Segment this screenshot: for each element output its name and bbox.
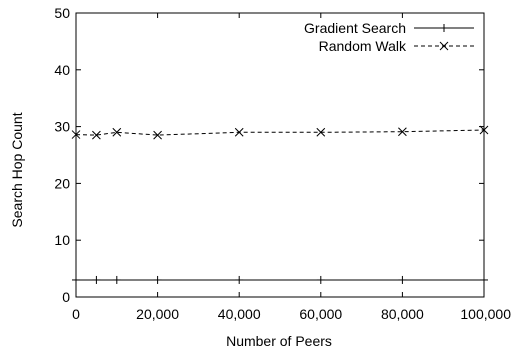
data-point [112, 275, 121, 284]
x-tick-label: 40,000 [218, 306, 261, 322]
data-point [112, 127, 122, 137]
data-point [153, 130, 162, 140]
data-point-d2 [479, 125, 489, 135]
x-tick-label: 20,000 [136, 306, 179, 322]
data-point [72, 275, 80, 284]
series-random-walk [71, 125, 489, 140]
data-point [234, 127, 244, 137]
plot-frame [75, 12, 485, 298]
y-axis-label: Search Hop Count [9, 112, 25, 227]
data-point-d2 [153, 130, 162, 140]
data-point [398, 275, 407, 284]
data-point [316, 127, 326, 137]
legend-marker [440, 24, 448, 32]
data-point-d2 [234, 127, 244, 137]
series-layer [71, 125, 489, 284]
data-point [92, 275, 101, 284]
series-gradient-search [72, 275, 488, 284]
y-tick-label: 10 [54, 232, 70, 248]
data-point-d2 [316, 127, 326, 137]
data-point-d2 [71, 130, 81, 139]
data-point-d2 [92, 130, 101, 140]
data-point [92, 130, 101, 140]
x-tick-label: 60,000 [299, 306, 342, 322]
legend-marker [439, 41, 449, 51]
x-tick-label: 0 [72, 306, 80, 322]
y-tick-label: 20 [54, 175, 70, 191]
legend-marker-d2 [439, 41, 449, 51]
data-point [398, 127, 407, 137]
data-point [316, 275, 325, 284]
x-tick-label: 80,000 [381, 306, 424, 322]
data-point [153, 275, 162, 284]
data-point-d2 [398, 127, 407, 137]
y-tick-label: 40 [54, 62, 70, 78]
y-tick-label: 0 [62, 289, 70, 305]
y-tick-label: 50 [54, 5, 70, 21]
axes: 0 10 20 30 40 50 0 20,000 40,000 60,000 80,000 100,… [54, 5, 511, 322]
data-point [71, 130, 81, 139]
x-tick-label: 100,000 [460, 306, 511, 322]
data-point [480, 275, 488, 284]
series-line [75, 129, 485, 136]
data-point [479, 125, 489, 135]
legend-label: Random Walk [319, 38, 407, 54]
legend: Gradient Search Random Walk [304, 20, 474, 54]
data-point-d2 [112, 127, 122, 137]
legend-label: Gradient Search [304, 20, 406, 36]
x-axis-label: Number of Peers [226, 333, 332, 349]
y-tick-label: 30 [54, 119, 70, 135]
data-point [235, 275, 244, 284]
